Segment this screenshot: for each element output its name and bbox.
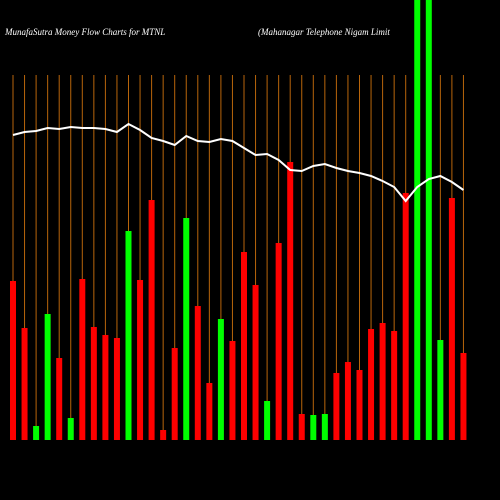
bar: [437, 340, 444, 440]
bar: [402, 193, 409, 440]
bar: [206, 383, 213, 440]
bar: [379, 323, 386, 440]
bar: [113, 338, 120, 440]
bar: [414, 0, 421, 440]
bar: [148, 200, 155, 440]
bar: [264, 401, 271, 440]
bar: [448, 198, 455, 440]
bar: [21, 328, 28, 440]
bar: [391, 331, 398, 440]
bar: [344, 362, 351, 440]
chart-title: MunafaSutra Money Flow Charts for MTNL: [4, 27, 165, 37]
bar: [310, 415, 317, 440]
bar: [241, 252, 247, 440]
bar: [137, 280, 144, 440]
bar: [425, 0, 432, 440]
chart-subtitle: (Mahanagar Telephone Nigam Limit: [258, 27, 390, 37]
bar: [229, 341, 236, 440]
bar: [194, 306, 201, 440]
bar: [298, 414, 305, 440]
bar: [171, 348, 178, 440]
bar: [56, 358, 63, 440]
bar: [102, 335, 109, 440]
bar: [333, 373, 340, 440]
bar: [33, 426, 40, 440]
bar: [10, 281, 16, 440]
bar: [90, 327, 97, 440]
bar: [368, 329, 375, 440]
bar: [217, 319, 224, 440]
bar: [252, 285, 259, 440]
bar: [183, 218, 190, 440]
bar: [275, 243, 282, 440]
bar: [67, 418, 74, 440]
line: [12, 122, 465, 203]
bar: [356, 370, 363, 440]
bar: [460, 353, 467, 440]
bar: [79, 279, 86, 440]
bar: [160, 430, 167, 440]
bar: [125, 231, 132, 440]
bar: [44, 314, 51, 440]
bar: [321, 414, 328, 440]
bar: [287, 162, 294, 440]
